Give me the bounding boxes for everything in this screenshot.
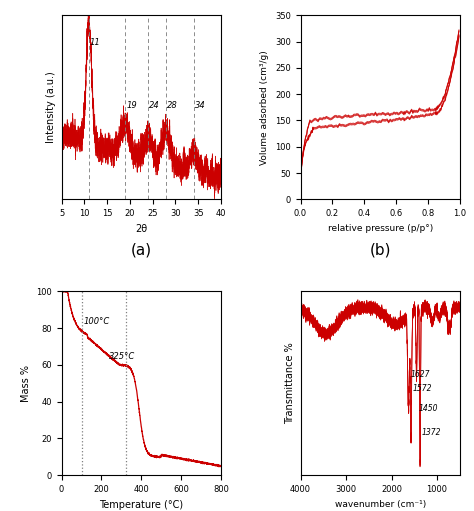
Y-axis label: Transmittance %: Transmittance % — [285, 342, 295, 424]
Y-axis label: Volume adsorbed (cm³/g): Volume adsorbed (cm³/g) — [260, 50, 269, 165]
Text: 1372: 1372 — [421, 428, 441, 437]
Text: (b): (b) — [369, 243, 391, 258]
Text: 19: 19 — [126, 101, 137, 110]
Text: 28: 28 — [167, 101, 178, 110]
Y-axis label: Intensity (a.u.): Intensity (a.u.) — [46, 72, 56, 143]
X-axis label: Temperature (°C): Temperature (°C) — [99, 500, 183, 509]
Text: 34: 34 — [194, 101, 205, 110]
Y-axis label: Mass %: Mass % — [20, 365, 31, 402]
Text: 100°C: 100°C — [83, 317, 109, 327]
Text: 325°C: 325°C — [109, 353, 135, 361]
Text: 24: 24 — [149, 101, 160, 110]
Text: 1627: 1627 — [410, 370, 429, 379]
Text: (a): (a) — [131, 243, 152, 258]
X-axis label: 2θ: 2θ — [135, 224, 147, 234]
Text: 1450: 1450 — [419, 404, 438, 413]
Text: 1572: 1572 — [412, 384, 432, 392]
X-axis label: wavenumber (cm⁻¹): wavenumber (cm⁻¹) — [335, 500, 426, 508]
X-axis label: relative pressure (p/p°): relative pressure (p/p°) — [328, 224, 433, 233]
Text: 11: 11 — [90, 38, 100, 47]
